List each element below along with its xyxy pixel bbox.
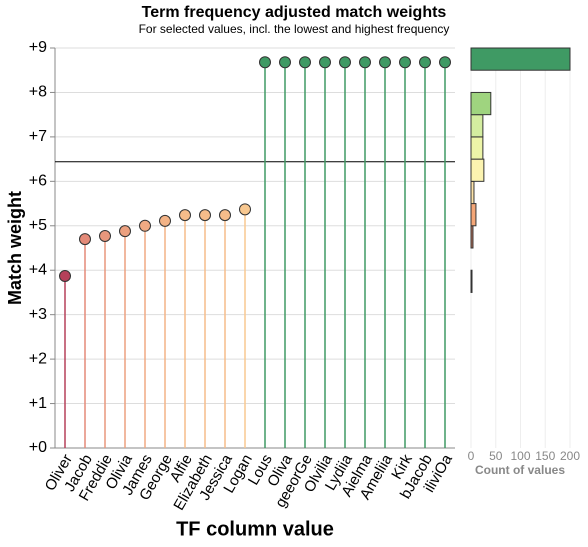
dot (319, 56, 331, 69)
y-axis-label: Match weight (5, 191, 25, 305)
dot (299, 56, 311, 69)
hist-bar (470, 136, 484, 160)
y-tick-label: +9 (29, 39, 47, 56)
hist-bar (470, 180, 475, 205)
chart-title: Term frequency adjusted match weights (142, 4, 447, 21)
y-tick-label: +6 (29, 173, 47, 190)
dot (179, 209, 191, 222)
y-tick-label: +8 (29, 84, 47, 101)
hist-bar (470, 114, 484, 138)
y-tick-label: +4 (29, 261, 47, 278)
dot (99, 230, 111, 242)
x-tick-label: 100 (510, 449, 530, 463)
dot (419, 56, 431, 69)
y-tick-label: +0 (29, 439, 47, 456)
chart-subtitle: For selected values, incl. the lowest an… (139, 22, 450, 36)
y-tick-label: +3 (29, 306, 47, 323)
hist-bar (470, 47, 571, 71)
dot (339, 56, 351, 69)
x-tick-label: 200 (560, 449, 580, 463)
x-tick-label: 150 (535, 449, 555, 463)
dot (199, 209, 211, 222)
y-tick-label: +1 (29, 395, 47, 412)
dot (259, 56, 271, 69)
dot (139, 219, 151, 232)
x-axis-label: TF column value (176, 518, 334, 540)
dot (119, 225, 131, 238)
y-tick-label: +5 (29, 217, 47, 234)
dot (399, 56, 411, 69)
dot (239, 203, 251, 216)
hist-bar (470, 158, 485, 182)
dot (279, 56, 291, 69)
dot (59, 270, 71, 282)
x-tick-label: 50 (489, 449, 503, 463)
dot (439, 56, 451, 69)
dot (159, 214, 171, 227)
y-tick-label: +7 (29, 128, 47, 145)
y-tick-label: +2 (29, 350, 47, 367)
x-tick-label: 0 (468, 449, 475, 463)
hist-x-axis-label: Count of values (475, 463, 565, 477)
dot (379, 56, 391, 69)
dot (79, 233, 91, 246)
hist-bar (470, 225, 474, 249)
dot (219, 209, 231, 222)
hist-bar (470, 269, 473, 293)
hist-bar (470, 203, 477, 227)
hist-bar (470, 91, 492, 116)
dot (359, 56, 371, 69)
